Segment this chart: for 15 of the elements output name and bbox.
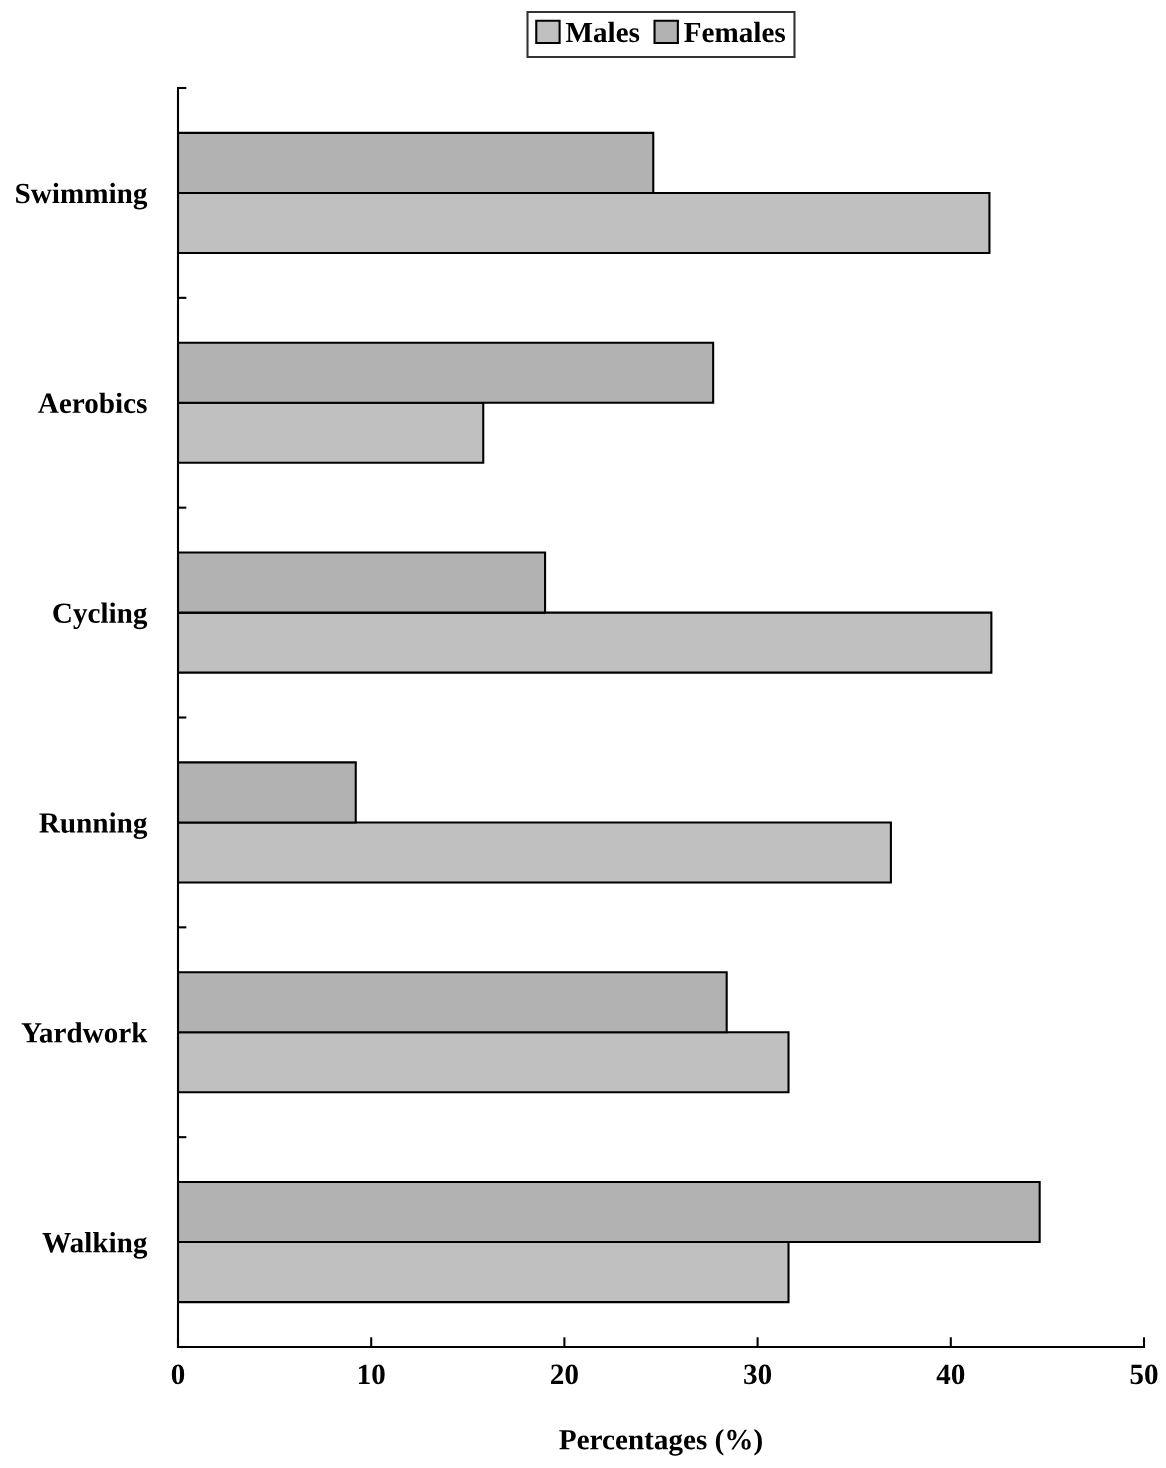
y-tick-label: Walking bbox=[42, 1231, 148, 1259]
y-tick-label: Running bbox=[39, 812, 148, 839]
y-tick-label: Yardwork bbox=[21, 1022, 148, 1043]
y-tick-label: Cycling bbox=[53, 602, 148, 630]
y-tick-label: Swimming bbox=[16, 182, 148, 210]
x-tick-label: 10 bbox=[358, 1364, 385, 1385]
x-tick-label: 0 bbox=[171, 1364, 185, 1385]
legend-label: Males bbox=[565, 21, 640, 43]
y-tick-label: Aerobics bbox=[38, 392, 147, 414]
x-axis-title: Percentages (%) bbox=[559, 1429, 762, 1456]
x-tick-label: 50 bbox=[1130, 1364, 1158, 1385]
x-tick-label: 40 bbox=[936, 1364, 965, 1385]
x-tick-label: 20 bbox=[551, 1364, 578, 1385]
legend-label: Females bbox=[684, 21, 786, 43]
x-tick-label: 30 bbox=[744, 1364, 772, 1385]
